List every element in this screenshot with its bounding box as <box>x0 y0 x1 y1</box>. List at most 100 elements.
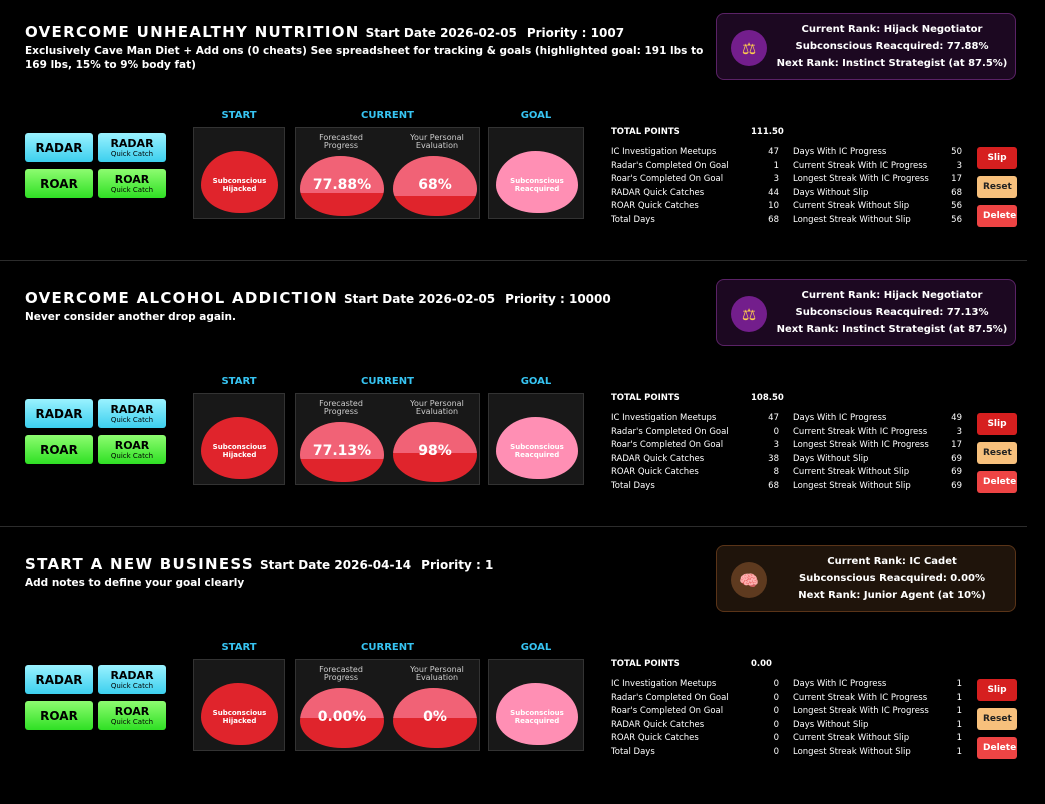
next-rank: Next Rank: Junior Agent (at 10%) <box>798 590 986 601</box>
stat-value-left: 47 <box>768 147 779 157</box>
stat-label-right: Days Without Slip <box>793 719 869 730</box>
goal-brain-label: Subconscious Reacquired <box>510 709 564 726</box>
personal-brain-label: 68% <box>418 176 452 193</box>
stats-panel: TOTAL POINTS 0.00 IC Investigation Meetups… <box>611 659 966 759</box>
start-header: START <box>221 376 257 387</box>
stat-value-right: 49 <box>951 413 962 423</box>
current-rank: Current Rank: Hijack Negotiator <box>801 24 983 35</box>
total-points-label: TOTAL POINTS <box>611 393 680 403</box>
priority: Priority : 10000 <box>505 292 611 306</box>
goal-panel: Subconscious Reacquired <box>488 127 584 219</box>
goal-brain: Subconscious Reacquired <box>496 151 578 213</box>
stat-label-left: IC Investigation Meetups <box>611 679 717 689</box>
current-panel: Forecasted Progress Your Personal Evaluat… <box>295 393 480 485</box>
rank-card: ⚖ Current Rank: Hijack Negotiator Subconsc… <box>716 279 1016 346</box>
start-panel: Subconscious Hijacked <box>193 393 285 485</box>
slip-button[interactable]: Slip <box>977 413 1017 435</box>
stat-value-left: 0 <box>773 719 779 730</box>
current-rank: Current Rank: IC Cadet <box>827 556 957 567</box>
goal-title: OVERCOME ALCOHOL ADDICTION <box>25 289 338 307</box>
start-date-value: 2026-02-05 <box>418 292 496 306</box>
roar-quick-catch-button[interactable]: ROAR Quick Catch <box>98 701 166 730</box>
scales-icon: ⚖ <box>731 30 767 66</box>
start-brain: Subconscious Hijacked <box>201 683 278 745</box>
stat-label-right: Days Without Slip <box>793 187 869 198</box>
roar-quick-label: ROAR <box>114 172 150 186</box>
goal-header: OVERCOME UNHEALTHY NUTRITION Start Date 2… <box>25 22 624 41</box>
progress-fill <box>300 156 384 193</box>
stat-label-left: ROAR Quick Catches <box>611 201 699 212</box>
stat-value-left: 0 <box>773 692 779 703</box>
reset-button[interactable]: Reset <box>977 176 1017 198</box>
stat-label-left: ROAR Quick Catches <box>611 733 699 744</box>
start-brain-label: Subconscious Hijacked <box>212 709 267 726</box>
delete-button[interactable]: Delete <box>977 205 1017 227</box>
current-rank: Current Rank: Hijack Negotiator <box>801 290 983 301</box>
stat-label-right: Days With IC Progress <box>793 147 887 157</box>
roar-quick-label: ROAR <box>114 704 150 718</box>
goal-header-label: GOAL <box>520 642 552 653</box>
stat-value-left: 44 <box>768 187 779 198</box>
slip-button[interactable]: Slip <box>977 679 1017 701</box>
start-panel: Subconscious Hijacked <box>193 659 285 751</box>
stat-label-left: ROAR Quick Catches <box>611 467 699 478</box>
roar-quick-catch-button[interactable]: ROAR Quick Catch <box>98 169 166 198</box>
priority: Priority : 1 <box>421 558 493 572</box>
progress-fill <box>393 688 477 718</box>
goal-header-label: GOAL <box>520 110 552 121</box>
slip-button[interactable]: Slip <box>977 147 1017 169</box>
stat-value-right: 1 <box>956 679 962 689</box>
start-date-value: 2026-02-05 <box>440 26 517 40</box>
roar-button[interactable]: ROAR <box>25 435 93 464</box>
total-points-label: TOTAL POINTS <box>611 659 680 669</box>
stat-label-left: IC Investigation Meetups <box>611 147 717 157</box>
radar-button[interactable]: RADAR <box>25 133 93 162</box>
brain-icon: 🧠 <box>731 562 767 598</box>
progress-fill <box>300 688 384 718</box>
radar-quick-catch-button[interactable]: RADAR Quick Catch <box>98 665 166 694</box>
radar-button[interactable]: RADAR <box>25 665 93 694</box>
stat-value-left: 0 <box>773 426 779 437</box>
start-brain-label: Subconscious Hijacked <box>212 443 267 460</box>
total-points-value: 111.50 <box>751 127 784 137</box>
roar-button[interactable]: ROAR <box>25 169 93 198</box>
delete-button[interactable]: Delete <box>977 737 1017 759</box>
priority-label: Priority : <box>421 558 481 572</box>
forecasted-label: Forecasted Progress <box>319 399 363 416</box>
quick-catch-label: Quick Catch <box>110 681 154 690</box>
rank-lines: Current Rank: Hijack Negotiator Subconsci… <box>769 21 1015 72</box>
delete-button[interactable]: Delete <box>977 471 1017 493</box>
stat-label-right: Days With IC Progress <box>793 413 887 423</box>
rank-lines: Current Rank: IC Cadet Subconscious Reacq… <box>769 553 1015 604</box>
goal-header: OVERCOME ALCOHOL ADDICTION Start Date 202… <box>25 288 611 307</box>
roar-button[interactable]: ROAR <box>25 701 93 730</box>
goal-title: OVERCOME UNHEALTHY NUTRITION <box>25 23 360 41</box>
stat-label-right: Current Streak Without Slip <box>793 201 910 212</box>
stat-value-left: 3 <box>773 440 779 451</box>
radar-button[interactable]: RADAR <box>25 399 93 428</box>
stat-label-right: Days Without Slip <box>793 453 869 464</box>
stat-label-left: Radar's Completed On Goal <box>611 160 729 171</box>
stat-label-right: Current Streak With IC Progress <box>793 426 928 437</box>
stat-label-right: Longest Streak With IC Progress <box>793 706 929 717</box>
stat-label-left: Radar's Completed On Goal <box>611 426 729 437</box>
stat-value-left: 0 <box>773 747 779 757</box>
stat-value-right: 56 <box>951 201 962 212</box>
radar-quick-catch-button[interactable]: RADAR Quick Catch <box>98 399 166 428</box>
forecasted-brain-label: 77.13% <box>312 442 372 459</box>
stat-value-right: 1 <box>956 747 962 757</box>
goal-header: START A NEW BUSINESS Start Date 2026-04-1… <box>25 554 493 573</box>
stat-value-left: 0 <box>773 733 779 744</box>
total-points-value: 0.00 <box>751 659 772 669</box>
stat-value-right: 3 <box>956 160 962 171</box>
goal-meta: Start Date 2026-04-14 Priority : 1 <box>260 558 493 572</box>
start-date-label: Start Date <box>365 26 436 40</box>
reset-button[interactable]: Reset <box>977 442 1017 464</box>
reset-button[interactable]: Reset <box>977 708 1017 730</box>
roar-quick-catch-button[interactable]: ROAR Quick Catch <box>98 435 166 464</box>
stat-label-right: Current Streak With IC Progress <box>793 160 928 171</box>
stat-value-right: 1 <box>956 733 962 744</box>
radar-quick-catch-button[interactable]: RADAR Quick Catch <box>98 133 166 162</box>
personal-brain-label: 98% <box>418 442 452 459</box>
stat-value-right: 69 <box>951 481 962 491</box>
